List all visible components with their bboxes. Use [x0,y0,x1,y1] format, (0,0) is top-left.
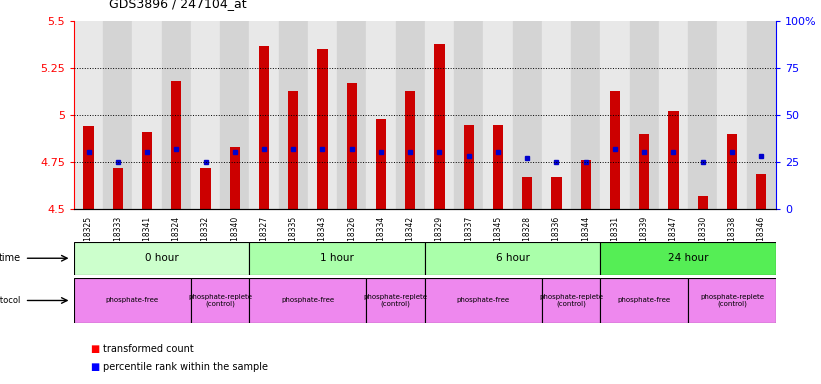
Text: phosphate-free: phosphate-free [106,298,159,303]
Text: phosphate-replete
(control): phosphate-replete (control) [700,294,764,307]
Bar [103,21,132,209]
Text: phosphate-free: phosphate-free [282,298,334,303]
Bar [580,161,591,209]
Bar [600,278,688,323]
Text: phosphate-free: phosphate-free [456,298,510,303]
Text: ■: ■ [90,362,99,372]
Text: transformed count: transformed count [103,344,194,354]
Bar [318,50,328,209]
Text: phosphate-replete
(control): phosphate-replete (control) [364,294,428,307]
Text: phosphate-free: phosphate-free [617,298,671,303]
Text: growth protocol: growth protocol [0,296,21,305]
Bar [142,132,152,209]
Text: 6 hour: 6 hour [496,253,530,263]
Text: ■: ■ [90,344,99,354]
Bar [600,242,776,275]
Bar [610,91,620,209]
Bar [259,46,269,209]
Bar [698,196,708,209]
Bar [659,21,688,209]
Bar [396,21,425,209]
Bar [688,278,776,323]
Bar [727,134,737,209]
Bar [405,91,415,209]
Text: percentile rank within the sample: percentile rank within the sample [103,362,268,372]
Text: phosphate-replete
(control): phosphate-replete (control) [188,294,252,307]
Bar [337,21,366,209]
Bar [200,168,211,209]
Text: 1 hour: 1 hour [320,253,354,263]
Text: phosphate-replete
(control): phosphate-replete (control) [539,294,603,307]
Bar [308,21,337,209]
Bar [84,126,94,209]
Bar [74,242,250,275]
Bar [552,177,562,209]
Bar [425,242,600,275]
Bar [464,125,474,209]
Bar [542,21,571,209]
Bar [376,119,386,209]
Bar [346,83,357,209]
Text: time: time [0,253,21,263]
Bar [688,21,718,209]
Bar [512,21,542,209]
Bar [74,21,103,209]
Bar [250,21,278,209]
Bar [639,134,649,209]
Bar [250,242,425,275]
Bar [278,21,308,209]
Bar [600,21,630,209]
Bar [250,278,366,323]
Bar [746,21,776,209]
Bar [484,21,512,209]
Bar [220,21,250,209]
Bar [171,81,181,209]
Bar [190,278,250,323]
Bar [425,278,542,323]
Bar [542,278,600,323]
Bar [230,147,240,209]
Bar [112,168,123,209]
Bar [718,21,746,209]
Bar [454,21,484,209]
Text: 24 hour: 24 hour [667,253,709,263]
Bar [132,21,162,209]
Text: GDS3896 / 247104_at: GDS3896 / 247104_at [109,0,246,10]
Bar [425,21,454,209]
Text: 0 hour: 0 hour [144,253,178,263]
Bar [434,44,445,209]
Bar [571,21,600,209]
Bar [366,278,425,323]
Bar [288,91,298,209]
Bar [522,177,532,209]
Bar [756,174,766,209]
Bar [74,278,190,323]
Bar [366,21,396,209]
Bar [493,125,503,209]
Bar [668,111,679,209]
Bar [190,21,220,209]
Bar [630,21,658,209]
Bar [162,21,190,209]
